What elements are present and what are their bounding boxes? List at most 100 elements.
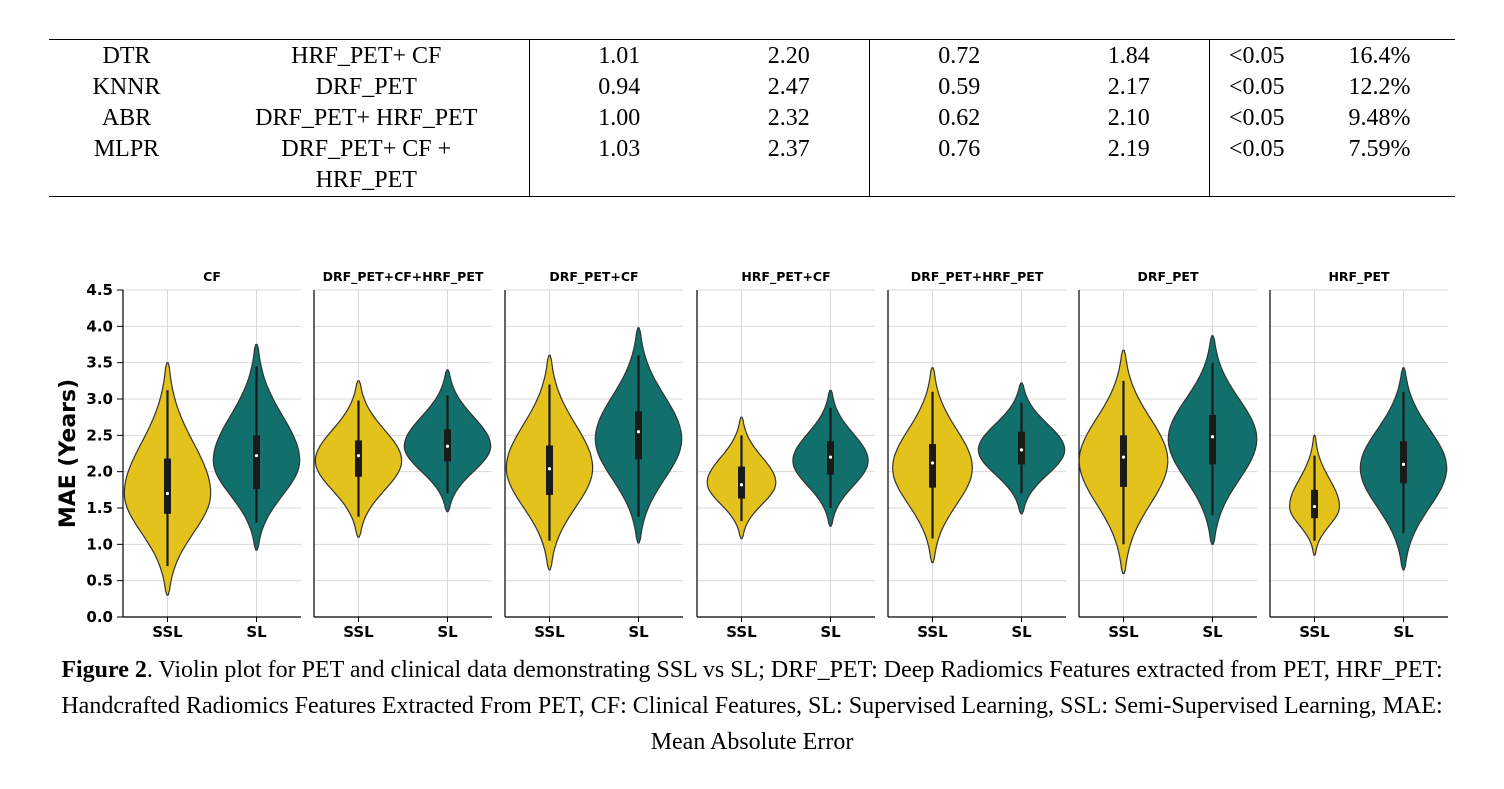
- table-cell-p: <0.05: [1228, 43, 1285, 69]
- caption-label: Figure 2: [61, 657, 147, 683]
- y-tick-label: 0.0: [86, 608, 113, 626]
- violin-median: [445, 444, 450, 448]
- x-tick-label: SL: [437, 623, 458, 641]
- x-tick-label: SL: [628, 623, 649, 641]
- panel-title: CF: [203, 269, 221, 284]
- panel-title: HRF_PET+CF: [741, 269, 830, 285]
- table-cell-pct: 7.59%: [1348, 136, 1411, 162]
- violin-median: [356, 454, 361, 458]
- panel-title: DRF_PET+HRF_PET: [911, 269, 1044, 285]
- violin-median: [1210, 435, 1215, 439]
- table-row: KNNR DRF_PET 0.94 2.47 0.59 2.17 <0.05 12.2%: [49, 72, 1455, 103]
- table-cell-model: KNNR: [92, 74, 161, 100]
- table-cell-v2: 2.32: [709, 103, 870, 134]
- table-row: MLPR DRF_PET+ CF + 1.03 2.37 0.76 2.19 <0.05 7.…: [49, 134, 1455, 165]
- violin-median: [1019, 448, 1024, 452]
- panel-title: HRF_PET: [1328, 269, 1390, 285]
- table-cell-features: HRF_PET: [204, 165, 530, 196]
- table-cell-model: ABR: [101, 105, 152, 131]
- table-cell-v4: [1049, 165, 1210, 196]
- y-axis-label: MAE (Years): [56, 379, 81, 528]
- table-cell-v3: 0.72: [938, 43, 981, 69]
- table-cell-model: MLPR: [93, 136, 160, 162]
- y-tick-label: 0.5: [86, 572, 113, 590]
- table-cell-v4: 2.19: [1049, 134, 1210, 165]
- violin-iqr-box: [1400, 441, 1407, 484]
- violin-median: [1312, 504, 1317, 509]
- table-cell-pct: 12.2%: [1348, 74, 1411, 100]
- violin-median: [254, 454, 259, 458]
- results-table-grid: DTR HRF_PET+ CF 1.01 2.20 0.72 1.84 <0.05 16.4%…: [49, 39, 1455, 196]
- table-cell-v4: 2.17: [1049, 72, 1210, 103]
- violin-iqr-box: [1209, 414, 1216, 465]
- x-tick-label: SSL: [917, 623, 948, 641]
- violin-median: [828, 455, 833, 459]
- panel-title: DRF_PET+CF+HRF_PET: [323, 269, 484, 285]
- table-cell-pct: 16.4%: [1348, 43, 1411, 69]
- x-tick-label: SL: [1393, 623, 1414, 641]
- table-cell-v1: 1.01: [598, 43, 641, 69]
- x-tick-label: SSL: [726, 623, 757, 641]
- table-cell-v2: [709, 165, 870, 196]
- violin-iqr-box: [635, 411, 642, 460]
- violin-median: [1401, 462, 1406, 466]
- caption-text: . Violin plot for PET and clinical data …: [61, 657, 1443, 755]
- x-tick-label: SSL: [152, 623, 183, 641]
- results-table: DTR HRF_PET+ CF 1.01 2.20 0.72 1.84 <0.05 16.4%…: [49, 39, 1455, 196]
- violin-median: [547, 467, 552, 471]
- violin-iqr-box: [1311, 489, 1318, 519]
- violin-iqr-box: [1018, 431, 1025, 465]
- table-cell-v2: 2.47: [709, 72, 870, 103]
- figure-caption: Figure 2. Violin plot for PET and clinic…: [40, 652, 1464, 760]
- y-tick-label: 4.0: [86, 317, 113, 335]
- table-row: HRF_PET: [49, 165, 1455, 196]
- x-tick-label: SSL: [1299, 623, 1330, 641]
- y-tick-label: 1.5: [86, 499, 113, 517]
- x-tick-label: SSL: [534, 623, 565, 641]
- x-tick-label: SL: [246, 623, 267, 641]
- table-cell-v3: 0.59: [938, 74, 981, 100]
- violin-iqr-box: [738, 466, 745, 499]
- x-tick-label: SSL: [343, 623, 374, 641]
- table-cell-v4: 2.10: [1049, 103, 1210, 134]
- table-bottom-rule: [49, 196, 1455, 197]
- table-cell-p: <0.05: [1228, 74, 1285, 100]
- table-cell-pct: 9.48%: [1348, 105, 1411, 131]
- x-tick-label: SSL: [1108, 623, 1139, 641]
- table-cell-p: <0.05: [1228, 136, 1285, 162]
- violin-median: [930, 461, 935, 465]
- table-cell-features: DRF_PET+ HRF_PET: [204, 103, 530, 134]
- table-cell-v2: 2.37: [709, 134, 870, 165]
- table-cell-v4: 1.84: [1049, 39, 1210, 72]
- table-cell-features: HRF_PET+ CF: [204, 39, 530, 72]
- y-tick-label: 2.0: [86, 463, 113, 481]
- table-cell-v1: 0.94: [598, 74, 641, 100]
- violin-iqr-box: [253, 435, 260, 490]
- y-tick-label: 2.5: [86, 426, 113, 444]
- panel-title: DRF_PET: [1137, 269, 1198, 285]
- table-cell-v1: 1.00: [598, 105, 641, 131]
- table-cell-v1: 1.03: [598, 136, 641, 162]
- violin-iqr-box: [355, 440, 362, 477]
- violin-iqr-box: [929, 444, 936, 488]
- y-tick-label: 4.5: [86, 281, 113, 299]
- violin-iqr-box: [1120, 435, 1127, 487]
- violin-median: [1121, 455, 1126, 459]
- violin-median: [165, 491, 170, 496]
- table-cell-features: DRF_PET+ CF +: [204, 134, 530, 165]
- table-row: ABR DRF_PET+ HRF_PET 1.00 2.32 0.62 2.10 <0.05…: [49, 103, 1455, 134]
- table-cell-p: <0.05: [1228, 105, 1285, 131]
- table-cell-features: DRF_PET: [204, 72, 530, 103]
- violin-iqr-box: [164, 458, 171, 514]
- x-tick-label: SL: [820, 623, 841, 641]
- table-cell-model: DTR: [102, 43, 151, 69]
- y-tick-label: 3.5: [86, 354, 113, 372]
- x-tick-label: SL: [1202, 623, 1223, 641]
- table-cell-v3: 0.76: [938, 136, 981, 162]
- x-tick-label: SL: [1011, 623, 1032, 641]
- y-tick-label: 1.0: [86, 535, 113, 553]
- panel-title: DRF_PET+CF: [549, 269, 638, 285]
- violin-median: [739, 483, 744, 487]
- violin-median: [636, 430, 641, 434]
